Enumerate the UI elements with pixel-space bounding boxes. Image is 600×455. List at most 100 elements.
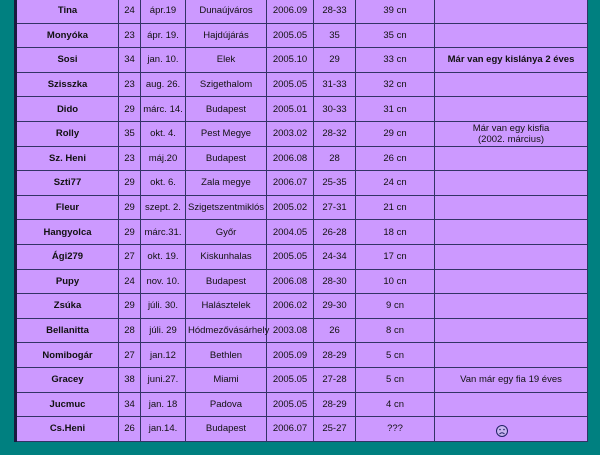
birthday-cell: szept. 2. <box>140 194 186 221</box>
age-cell: 27 <box>118 243 141 270</box>
cycle-cell: 28 <box>313 145 356 172</box>
since-cell: 2005.05 <box>266 366 314 393</box>
since-cell: 2005.05 <box>266 391 314 418</box>
city-cell: Bethlen <box>185 342 267 368</box>
cycle-cell: 29-30 <box>313 293 356 319</box>
cycle-cell: 24-34 <box>313 243 356 270</box>
birthday-cell: aug. 26. <box>140 71 186 98</box>
note-cell <box>434 416 588 442</box>
table-row: Monyóka 23 ápr. 19. Hajdújárás 2005.05 35 35 c… <box>15 22 588 49</box>
table-row: Pupy 24 nov. 10. Budapest 2006.08 28-30 10 cn <box>15 268 588 295</box>
since-cell: 2005.09 <box>266 342 314 368</box>
cycle-cell: 28-29 <box>313 342 356 368</box>
age-cell: 29 <box>118 293 141 319</box>
count-cell: 39 cn <box>355 0 435 24</box>
name-cell: Sz. Heni <box>15 145 119 172</box>
name-cell: Nomibogár <box>15 342 119 368</box>
note-cell <box>434 145 588 172</box>
cycle-cell: 30-33 <box>313 96 356 122</box>
table-row: Cs.Heni 26 jan.14. Budapest 2006.07 25-27??? <box>15 416 588 442</box>
city-cell: Dunaújváros <box>185 0 267 24</box>
name-cell: Szti77 <box>15 170 119 196</box>
birthday-cell: jan.14. <box>140 416 186 442</box>
count-cell: 17 cn <box>355 243 435 270</box>
note-cell <box>434 170 588 196</box>
birthday-cell: máj.20 <box>140 145 186 172</box>
note-cell <box>434 219 588 245</box>
note-cell: Már van egy kisfia (2002. március) <box>434 120 588 147</box>
city-cell: Budapest <box>185 416 267 442</box>
note-cell <box>434 268 588 295</box>
birthday-cell: jan.12 <box>140 342 186 368</box>
table-row: Sz. Heni 23 máj.20 Budapest 2006.08 28 26 cn <box>15 145 588 172</box>
table-row: Jucmuc 34 jan. 18 Padova 2005.05 28-29 4 cn <box>15 391 588 418</box>
birthday-cell: juni.27. <box>140 366 186 393</box>
note-cell <box>434 293 588 319</box>
age-cell: 23 <box>118 71 141 98</box>
note-cell <box>434 243 588 270</box>
note-line: Van már egy fia 19 éves <box>460 374 562 386</box>
name-cell: Bellanitta <box>15 317 119 344</box>
age-cell: 27 <box>118 342 141 368</box>
name-cell: Szisszka <box>15 71 119 98</box>
table-row: Fleur 29 szept. 2. Szigetszentmiklós 2005.02… <box>15 194 588 221</box>
count-cell: 18 cn <box>355 219 435 245</box>
cycle-cell: 27-31 <box>313 194 356 221</box>
note-line: Már van egy kisfia <box>472 122 550 134</box>
city-cell: Miami <box>185 366 267 393</box>
table-row: Rolly 35 okt. 4. Pest Megye 2003.02 28-32 29 c… <box>15 120 588 147</box>
table-row: Szti77 29 okt. 6. Zala megye 2006.07 25-35 24 … <box>15 170 588 196</box>
city-cell: Budapest <box>185 96 267 122</box>
birthday-cell: ápr.19 <box>140 0 186 24</box>
since-cell: 2005.02 <box>266 194 314 221</box>
birthday-cell: júli. 29 <box>140 317 186 344</box>
note-cell: Van már egy fia 19 éves <box>434 366 588 393</box>
note-cell <box>434 317 588 344</box>
city-cell: Zala megye <box>185 170 267 196</box>
cycle-cell: 28-30 <box>313 268 356 295</box>
since-cell: 2003.02 <box>266 120 314 147</box>
since-cell: 2005.05 <box>266 243 314 270</box>
table-row: Zsúka 29 júli. 30. Halásztelek 2006.02 29-30 9… <box>15 293 588 319</box>
table-row: Nomibogár 27 jan.12 Bethlen 2005.09 28-29 5 cn <box>15 342 588 368</box>
name-cell: Tina <box>15 0 119 24</box>
since-cell: 2006.09 <box>266 0 314 24</box>
age-cell: 24 <box>118 0 141 24</box>
since-cell: 2006.08 <box>266 268 314 295</box>
since-cell: 2006.02 <box>266 293 314 319</box>
cycle-cell: 25-27 <box>313 416 356 442</box>
birthday-cell: nov. 10. <box>140 268 186 295</box>
cycle-cell: 35 <box>313 22 356 49</box>
cycle-cell: 26 <box>313 317 356 344</box>
name-cell: Sosi <box>15 47 119 73</box>
cycle-cell: 31-33 <box>313 71 356 98</box>
name-cell: Pupy <box>15 268 119 295</box>
note-cell <box>434 22 588 49</box>
cycle-cell: 28-33 <box>313 0 356 24</box>
table-wrap: Tina 24 ápr.19 Dunaújváros 2006.09 28-33 39 cn… <box>14 0 588 442</box>
note-cell <box>434 71 588 98</box>
age-cell: 23 <box>118 22 141 49</box>
note-cell <box>434 391 588 418</box>
count-cell: ??? <box>355 416 435 442</box>
birthday-cell: márc.31. <box>140 219 186 245</box>
count-cell: 24 cn <box>355 170 435 196</box>
cycle-cell: 28-29 <box>313 391 356 418</box>
cycle-cell: 25-35 <box>313 170 356 196</box>
name-cell: Ági279 <box>15 243 119 270</box>
birthday-cell: okt. 4. <box>140 120 186 147</box>
note-line: Már van egy kislánya 2 éves <box>447 54 575 66</box>
table: Tina 24 ápr.19 Dunaújváros 2006.09 28-33 39 cn… <box>14 0 588 442</box>
count-cell: 35 cn <box>355 22 435 49</box>
birthday-cell: jan. 10. <box>140 47 186 73</box>
name-cell: Monyóka <box>15 22 119 49</box>
name-cell: Jucmuc <box>15 391 119 418</box>
table-row: Bellanitta 28 júli. 29 Hódmezővásárhely 2003… <box>15 317 588 344</box>
count-cell: 33 cn <box>355 47 435 73</box>
table-row: Dido 29 márc. 14. Budapest 2005.01 30-33 31 cn <box>15 96 588 122</box>
name-cell: Zsúka <box>15 293 119 319</box>
count-cell: 4 cn <box>355 391 435 418</box>
count-cell: 29 cn <box>355 120 435 147</box>
age-cell: 29 <box>118 170 141 196</box>
